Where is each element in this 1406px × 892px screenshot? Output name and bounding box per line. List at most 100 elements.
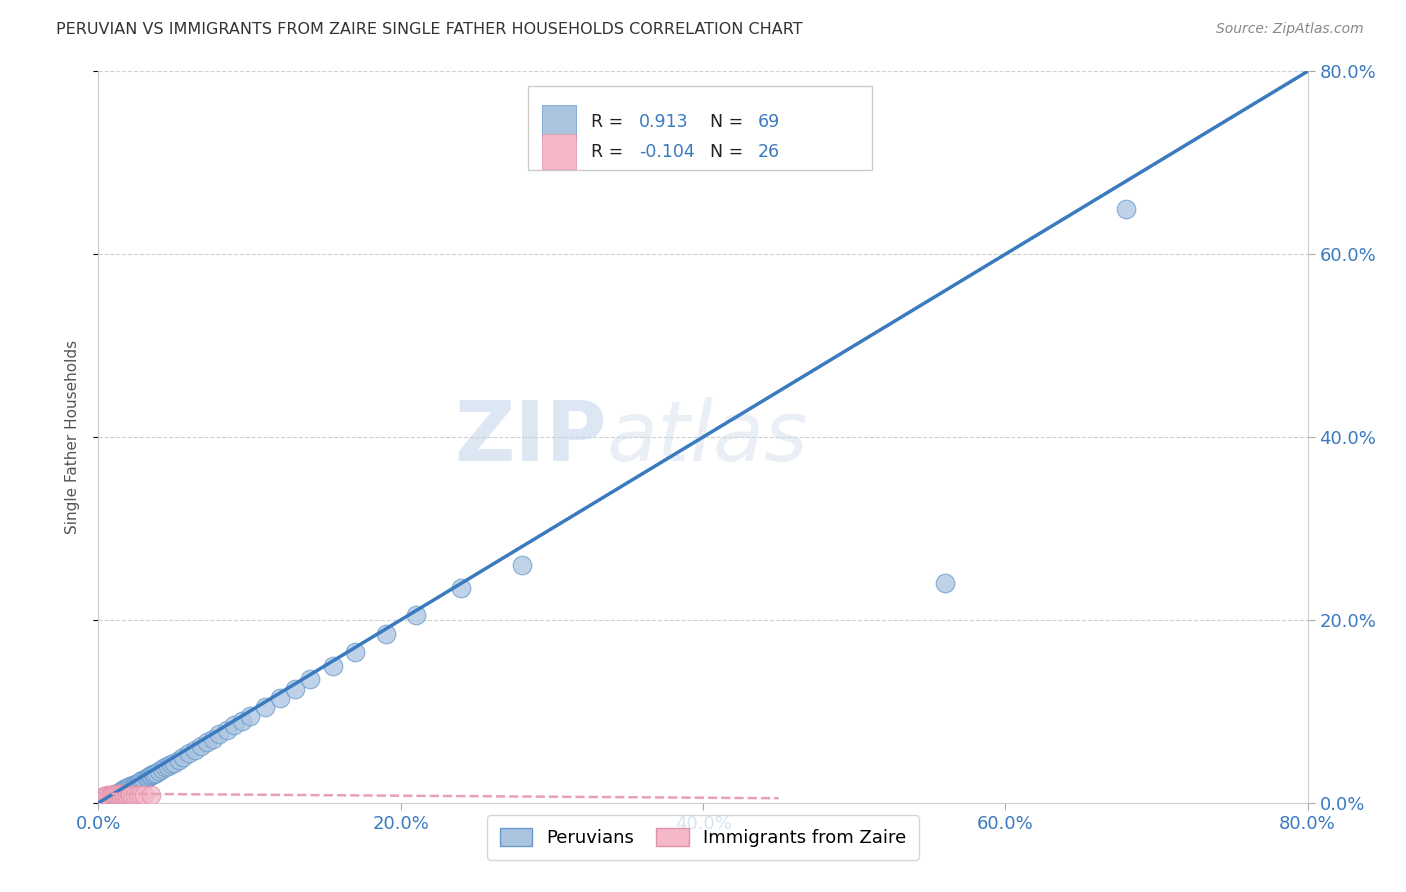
FancyBboxPatch shape xyxy=(527,86,872,170)
Point xyxy=(208,727,231,741)
Point xyxy=(112,782,135,797)
Point xyxy=(111,783,134,797)
Point xyxy=(125,776,148,790)
Point xyxy=(239,709,262,723)
Point xyxy=(108,787,131,801)
Point xyxy=(184,743,207,757)
Point xyxy=(120,780,142,794)
Text: Source: ZipAtlas.com: Source: ZipAtlas.com xyxy=(1216,22,1364,37)
Point xyxy=(111,784,134,798)
Point xyxy=(103,787,125,801)
Point xyxy=(121,788,143,802)
Bar xyxy=(543,104,576,140)
Point xyxy=(129,773,152,788)
Point xyxy=(103,788,125,802)
Text: R =: R = xyxy=(591,143,628,161)
Point xyxy=(269,690,291,705)
Point xyxy=(108,785,131,799)
Y-axis label: Single Father Households: Single Father Households xyxy=(65,340,80,534)
Point xyxy=(148,764,170,778)
Point xyxy=(114,782,136,797)
Point xyxy=(450,581,472,595)
Text: -0.104: -0.104 xyxy=(638,143,695,161)
Point xyxy=(107,786,129,800)
Point xyxy=(121,780,143,794)
Point xyxy=(160,757,183,772)
Point xyxy=(96,789,118,803)
Point xyxy=(215,723,238,737)
Point xyxy=(156,759,179,773)
Point xyxy=(110,784,132,798)
Point xyxy=(405,608,427,623)
Point xyxy=(141,789,163,803)
Point xyxy=(132,772,155,787)
Point xyxy=(118,787,141,801)
Point xyxy=(153,760,176,774)
Point xyxy=(120,788,142,802)
Point xyxy=(127,775,149,789)
Point xyxy=(91,790,114,805)
Point xyxy=(114,781,136,796)
Point xyxy=(231,714,253,728)
Text: N =: N = xyxy=(699,143,749,161)
Point xyxy=(129,788,152,802)
Point xyxy=(145,765,167,780)
Point xyxy=(98,790,121,805)
Point xyxy=(163,756,186,770)
Text: PERUVIAN VS IMMIGRANTS FROM ZAIRE SINGLE FATHER HOUSEHOLDS CORRELATION CHART: PERUVIAN VS IMMIGRANTS FROM ZAIRE SINGLE… xyxy=(56,22,803,37)
Point xyxy=(128,774,150,789)
Point xyxy=(105,788,128,802)
Point xyxy=(299,673,322,687)
Point xyxy=(94,789,117,804)
Point xyxy=(110,788,132,802)
Point xyxy=(118,780,141,795)
Point xyxy=(107,787,129,801)
Legend: Peruvians, Immigrants from Zaire: Peruvians, Immigrants from Zaire xyxy=(486,815,920,860)
Point xyxy=(179,747,201,761)
Text: R =: R = xyxy=(591,113,628,131)
Point xyxy=(284,681,307,696)
Point xyxy=(139,769,162,783)
Point xyxy=(103,789,125,803)
Point xyxy=(104,788,127,802)
Bar xyxy=(543,134,576,169)
Point xyxy=(93,789,115,804)
Point xyxy=(115,788,138,802)
Point xyxy=(132,789,155,803)
Point xyxy=(934,576,956,591)
Point xyxy=(94,792,117,806)
Point xyxy=(124,778,146,792)
Point xyxy=(322,658,344,673)
Point xyxy=(135,771,157,785)
Text: ZIP: ZIP xyxy=(454,397,606,477)
Point xyxy=(114,787,136,801)
Point xyxy=(510,558,533,573)
Point xyxy=(143,766,166,780)
Text: atlas: atlas xyxy=(606,397,808,477)
Text: N =: N = xyxy=(699,113,749,131)
Point xyxy=(127,789,149,803)
Point xyxy=(101,789,124,803)
Point xyxy=(124,788,146,802)
Point xyxy=(344,645,367,659)
Point xyxy=(112,788,135,802)
Point xyxy=(141,768,163,782)
Point xyxy=(107,787,129,801)
Point xyxy=(167,753,190,767)
Point xyxy=(131,772,153,787)
Point xyxy=(125,778,148,792)
Point xyxy=(172,750,194,764)
Point xyxy=(104,788,127,802)
Text: 26: 26 xyxy=(758,143,779,161)
Point xyxy=(136,770,159,784)
Point xyxy=(111,787,134,801)
Point xyxy=(100,789,122,803)
Point xyxy=(190,739,212,753)
Point xyxy=(253,699,276,714)
Point xyxy=(374,626,396,640)
Point xyxy=(202,731,225,746)
Point xyxy=(122,779,145,793)
Point xyxy=(115,781,138,796)
Point xyxy=(142,767,165,781)
Point xyxy=(195,735,218,749)
